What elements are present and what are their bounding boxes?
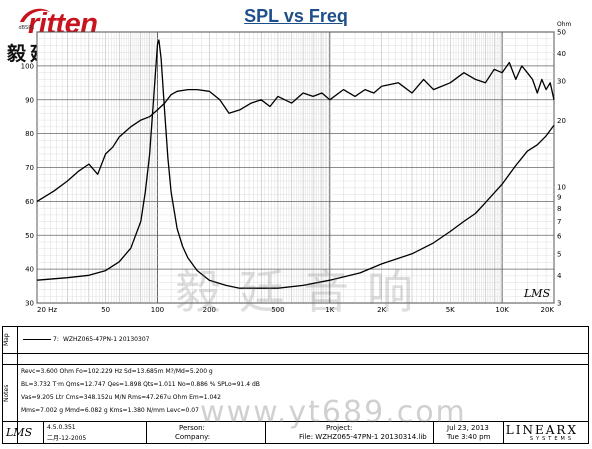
y-right-tick-label: 7 (557, 218, 561, 226)
y-left-tick-label: 60 (25, 198, 34, 206)
chart-grid (36, 31, 555, 304)
linearx-brand: LINEARX (505, 423, 578, 437)
x-tick-label: 100 (151, 306, 164, 314)
x-tick-label: 20K (541, 306, 555, 314)
watermark-chinese: 毅廷音响 (175, 265, 431, 319)
param-line-1: Revc=3.600 Ohm Fo=102.229 Hz Sd=13.685m … (21, 368, 213, 375)
y-left-tick-label: 30 (25, 300, 34, 308)
param-line-3: Vas=9.205 Ltr Cms=348.152u M/N Rms=47.26… (21, 394, 221, 401)
y-right-tick-label: 9 (557, 194, 561, 202)
data-panel: Map Notes 7: WZHZ065-47PN-1 20130307 Rev… (2, 326, 589, 444)
x-tick-label: 5K (446, 306, 455, 314)
x-tick-label: 2K (377, 306, 386, 314)
param-line-4: Mms=7.002 g Mmd=6.082 g Kms=1.380 N/mm L… (21, 407, 199, 414)
footer-company-label: Company: (175, 433, 211, 441)
side-label-notes: Notes (3, 384, 10, 402)
y-left-tick-label: 100 (21, 62, 34, 70)
footer-test-time: Tue 3:40 pm (447, 433, 491, 441)
x-tick-label: 500 (271, 306, 284, 314)
param-line-2: BL=3.732 T·m Qms=12.747 Qes=1.898 Qts=1.… (21, 381, 260, 388)
legend-line (23, 339, 51, 340)
chart-title: SPL vs Freq (244, 6, 348, 26)
y-right-tick-label: 3 (557, 300, 561, 308)
spl-series-line (36, 61, 555, 202)
y-left-axis-label: dBSPL (19, 25, 35, 31)
y-right-axis-label: Ohm (557, 21, 572, 28)
y-right-tick-label: 20 (557, 117, 566, 125)
x-tick-label: 50 (101, 306, 110, 314)
side-label-map: Map (3, 333, 10, 347)
chart-ticks: 20 Hz 50 100 200 500 1K 2K 5K 10K 20K 30 40 50 60 70 80… (19, 21, 572, 314)
chart-lms-label: LMS (523, 287, 551, 300)
footer-file: File: WZHZ065-47PN-1 20130314.lib (299, 433, 427, 441)
footer-test-date: Jul 23, 2013 (447, 424, 489, 432)
impedance-series-line (36, 39, 555, 289)
linearx-brand-sub: SYSTEMS (529, 436, 574, 442)
footer-project-label: Project: (326, 424, 353, 432)
y-right-tick-label: 5 (557, 250, 561, 258)
y-right-tick-label: 10 (557, 184, 566, 192)
footer-date: 二月-12-2005 (47, 435, 87, 442)
y-right-tick-label: 40 (557, 50, 566, 58)
y-left-tick-label: 90 (25, 96, 34, 104)
y-right-tick-label: 6 (557, 233, 562, 241)
y-right-tick-label: 50 (557, 29, 566, 37)
y-left-tick-label: 50 (25, 232, 34, 240)
footer-version: 4.5.0.351 (47, 424, 76, 431)
x-tick-label: 1K (325, 306, 334, 314)
x-tick-label: 10K (495, 306, 509, 314)
footer-lms-logo: LMS (6, 426, 33, 439)
y-left-tick-label: 80 (25, 130, 34, 138)
x-tick-label: 200 (203, 306, 216, 314)
watermark-url: www.yt689.com (200, 395, 467, 430)
y-right-tick-label: 30 (557, 78, 566, 86)
logo-swoosh-icon (20, 8, 50, 22)
legend-id: 7: (53, 336, 59, 343)
footer-person-label: Person: (179, 424, 205, 432)
y-left-tick-label: 70 (25, 164, 34, 172)
y-left-tick-label: 40 (25, 266, 34, 274)
y-right-tick-label: 8 (557, 205, 561, 213)
chart-series (36, 39, 555, 289)
x-tick-label: 20 Hz (37, 306, 57, 314)
y-right-tick-label: 4 (557, 272, 562, 280)
legend-text: WZHZ065-47PN-1 20130307 (63, 336, 150, 343)
